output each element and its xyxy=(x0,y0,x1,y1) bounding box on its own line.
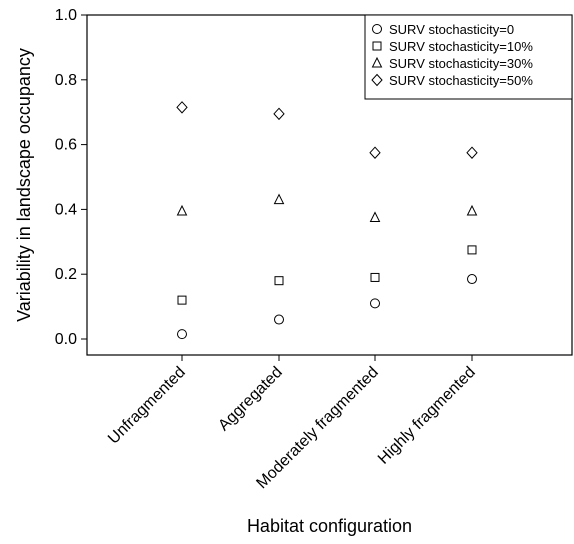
data-point-diamond xyxy=(466,146,478,159)
legend-item: SURV stochasticity=10% xyxy=(372,39,533,54)
y-tick-label: 0.0 xyxy=(55,331,77,348)
data-point-circle xyxy=(274,314,284,325)
x-axis-title: Habitat configuration xyxy=(247,516,412,536)
series-square xyxy=(177,245,477,305)
y-axis: 0.0 0.2 0.4 0.6 0.8 1.0 xyxy=(55,7,87,348)
series-circle xyxy=(177,274,477,340)
legend-label: SURV stochasticity=50% xyxy=(389,73,533,88)
series-triangle xyxy=(176,193,478,222)
legend-label: SURV stochasticity=10% xyxy=(389,39,533,54)
data-point-circle xyxy=(177,329,187,340)
legend: SURV stochasticity=0 SURV stochasticity=1… xyxy=(364,14,573,100)
legend-item: SURV stochasticity=0 xyxy=(372,22,514,37)
plot-area xyxy=(86,14,573,356)
legend-marker-square xyxy=(372,41,382,51)
data-point-circle xyxy=(370,298,380,309)
x-tick-label: Highly fragmented xyxy=(375,364,479,468)
data-point-circle xyxy=(467,274,477,285)
legend-marker-diamond xyxy=(371,73,383,87)
legend-item: SURV stochasticity=50% xyxy=(371,73,533,88)
y-tick-label: 0.2 xyxy=(55,266,77,283)
legend-marker-triangle xyxy=(371,56,383,68)
data-point-triangle xyxy=(176,204,188,216)
data-point-square xyxy=(177,295,187,305)
x-tick-label: Aggregated xyxy=(215,364,286,435)
y-tick-label: 0.8 xyxy=(55,72,77,89)
y-tick-label: 0.6 xyxy=(55,137,77,154)
legend-box xyxy=(364,14,573,100)
data-point-diamond xyxy=(176,101,188,114)
plot-border xyxy=(86,14,573,356)
legend-marker-circle xyxy=(372,24,382,34)
data-point-triangle xyxy=(273,193,285,205)
x-tick-label: Unfragmented xyxy=(105,364,189,448)
legend-item: SURV stochasticity=30% xyxy=(371,56,533,71)
y-axis-title: Variability in landscape occupancy xyxy=(14,48,34,322)
series-diamond xyxy=(176,101,478,159)
data-point-square xyxy=(467,245,477,255)
y-tick-label: 0.4 xyxy=(55,201,77,218)
data-point-square xyxy=(274,276,284,286)
data-point-diamond xyxy=(273,107,285,121)
data-point-triangle xyxy=(369,211,381,222)
y-tick-label: 1.0 xyxy=(55,7,77,24)
data-point-square xyxy=(370,272,380,282)
legend-label: SURV stochasticity=0 xyxy=(389,22,514,37)
data-point-triangle xyxy=(466,204,478,216)
data-point-diamond xyxy=(369,146,381,159)
data-points xyxy=(176,101,478,340)
legend-label: SURV stochasticity=30% xyxy=(389,56,533,71)
